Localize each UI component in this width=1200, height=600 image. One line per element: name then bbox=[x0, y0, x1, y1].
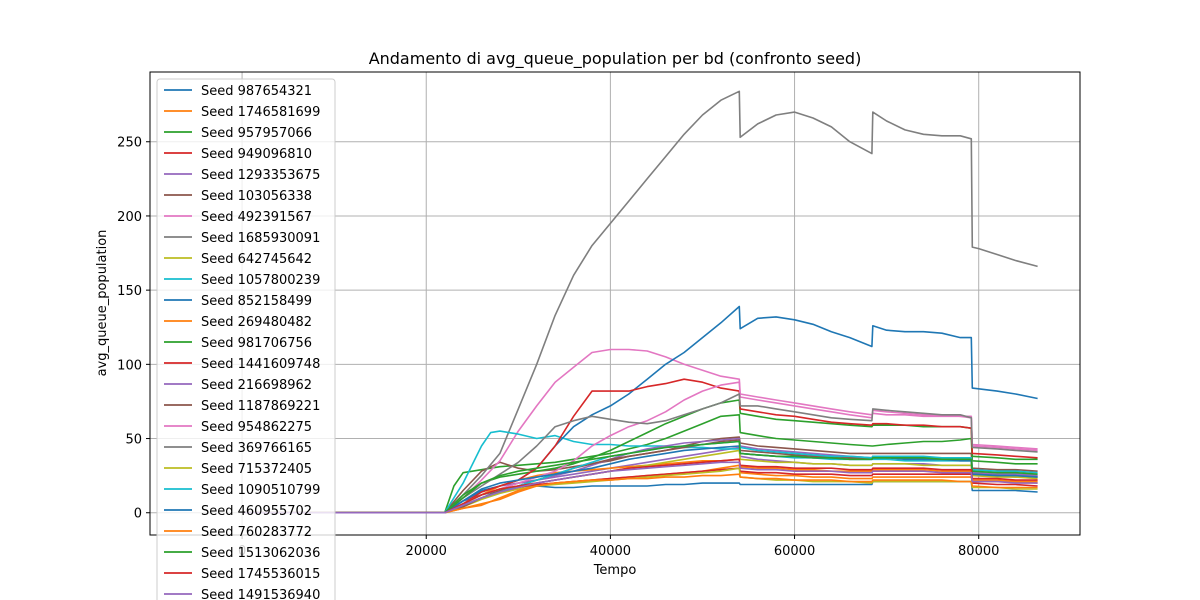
x-tick-label: 20000 bbox=[406, 544, 447, 559]
legend-label: Seed 369766165 bbox=[201, 441, 312, 456]
legend: Seed 987654321 Seed 1746581699 Seed 957957… bbox=[156, 78, 336, 600]
legend-label: Seed 715372405 bbox=[201, 462, 312, 477]
legend-label: Seed 1491536940 bbox=[201, 588, 320, 600]
legend-label: Seed 103056338 bbox=[201, 189, 312, 204]
series-layer bbox=[242, 90, 1038, 514]
y-tick-label: 250 bbox=[117, 136, 142, 151]
series-line bbox=[242, 393, 1038, 514]
legend-label: Seed 1685930091 bbox=[201, 231, 320, 246]
legend-label: Seed 760283772 bbox=[201, 525, 312, 540]
x-tick-label: 80000 bbox=[958, 544, 999, 559]
series-line bbox=[242, 473, 1038, 514]
series-line bbox=[242, 461, 1038, 514]
legend-box bbox=[156, 78, 336, 600]
y-axis: 0 50 100 150 200 250 bbox=[117, 136, 150, 522]
legend-label: Seed 642745642 bbox=[201, 252, 312, 267]
legend-label: Seed 1441609748 bbox=[201, 357, 320, 372]
y-tick-label: 100 bbox=[117, 358, 142, 373]
plot-area bbox=[242, 90, 1038, 514]
y-tick-label: 50 bbox=[125, 433, 142, 448]
legend-label: Seed 492391567 bbox=[201, 210, 312, 225]
legend-label: Seed 1293353675 bbox=[201, 168, 320, 183]
legend-label: Seed 460955702 bbox=[201, 504, 312, 519]
legend-label: Seed 1187869221 bbox=[201, 399, 320, 414]
legend-label: Seed 852158499 bbox=[201, 294, 312, 309]
legend-label: Seed 1057800239 bbox=[201, 273, 320, 288]
x-tick-label: 60000 bbox=[774, 544, 815, 559]
legend-label: Seed 269480482 bbox=[201, 315, 312, 330]
x-tick-label: 40000 bbox=[590, 544, 631, 559]
y-tick-label: 200 bbox=[117, 210, 142, 225]
series-line bbox=[242, 90, 1038, 514]
legend-label: Seed 216698962 bbox=[201, 378, 312, 393]
plot-frame bbox=[149, 71, 1081, 536]
x-axis: 020000400006000080000 bbox=[238, 535, 999, 559]
y-tick-label: 0 bbox=[134, 507, 142, 522]
series-line bbox=[242, 440, 1038, 514]
legend-label: Seed 949096810 bbox=[201, 147, 312, 162]
legend-label: Seed 1090510799 bbox=[201, 483, 320, 498]
legend-label: Seed 1513062036 bbox=[201, 546, 320, 561]
series-line bbox=[242, 413, 1038, 514]
legend-label: Seed 954862275 bbox=[201, 420, 312, 435]
legend-label: Seed 987654321 bbox=[201, 84, 312, 99]
chart-title: Andamento di avg_queue_population per bd… bbox=[369, 49, 862, 69]
y-tick-label: 150 bbox=[117, 284, 142, 299]
legend-label: Seed 957957066 bbox=[201, 126, 312, 141]
legend-label: Seed 1745536015 bbox=[201, 567, 320, 582]
y-axis-label: avg_queue_population bbox=[95, 230, 110, 377]
legend-label: Seed 981706756 bbox=[201, 336, 312, 351]
x-axis-label: Tempo bbox=[593, 563, 637, 578]
legend-label: Seed 1746581699 bbox=[201, 105, 320, 120]
